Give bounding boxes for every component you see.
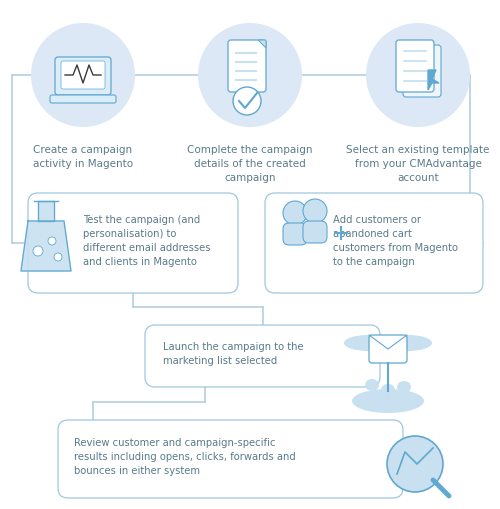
FancyBboxPatch shape [403,45,441,97]
FancyBboxPatch shape [396,40,434,92]
Ellipse shape [198,23,302,127]
Circle shape [33,246,43,256]
FancyBboxPatch shape [265,193,483,293]
Circle shape [387,436,443,492]
Circle shape [283,201,307,225]
FancyBboxPatch shape [369,335,407,363]
FancyBboxPatch shape [145,325,380,387]
Circle shape [48,237,56,245]
Text: Review customer and campaign-specific
results including opens, clicks, forwards : Review customer and campaign-specific re… [74,438,296,476]
FancyBboxPatch shape [55,57,111,95]
Ellipse shape [31,23,135,127]
FancyBboxPatch shape [283,223,307,245]
FancyBboxPatch shape [303,221,327,243]
Ellipse shape [352,389,424,413]
Ellipse shape [365,379,379,391]
Ellipse shape [344,335,392,351]
Polygon shape [428,70,439,90]
Text: Complete the campaign
details of the created
campaign: Complete the campaign details of the cre… [187,145,313,183]
Text: Add customers or
abandoned cart
customers from Magento
to the campaign: Add customers or abandoned cart customer… [333,215,458,267]
FancyBboxPatch shape [50,95,116,103]
Polygon shape [21,221,71,271]
Circle shape [233,87,261,115]
FancyBboxPatch shape [58,420,403,498]
Circle shape [303,199,327,223]
FancyBboxPatch shape [28,193,238,293]
Ellipse shape [384,335,432,351]
Text: Create a campaign
activity in Magento: Create a campaign activity in Magento [33,145,133,169]
FancyBboxPatch shape [228,40,266,92]
Text: Test the campaign (and
personalisation) to
different email addresses
and clients: Test the campaign (and personalisation) … [83,215,210,267]
Text: Select an existing template
from your CMAdvantage
account: Select an existing template from your CM… [346,145,490,183]
Polygon shape [258,40,266,48]
FancyBboxPatch shape [61,61,105,89]
Ellipse shape [366,23,470,127]
Ellipse shape [397,381,411,393]
Ellipse shape [381,384,395,396]
Text: Launch the campaign to the
marketing list selected: Launch the campaign to the marketing lis… [163,342,304,366]
Polygon shape [38,201,54,221]
Circle shape [54,253,62,261]
